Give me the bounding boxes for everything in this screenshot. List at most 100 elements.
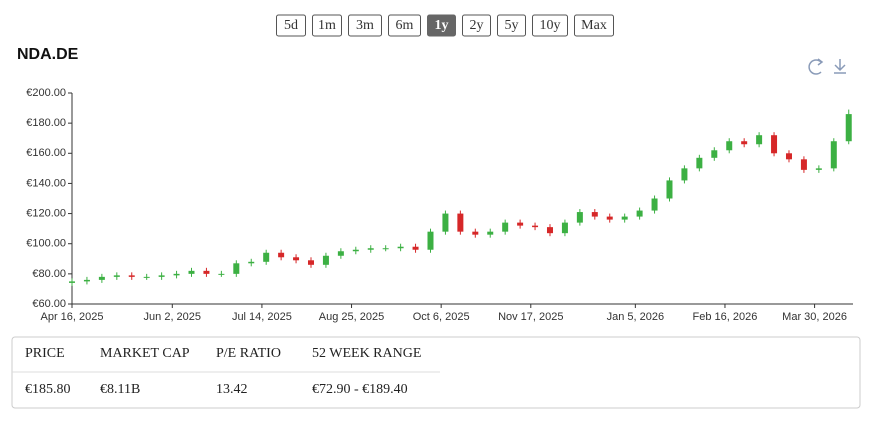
x-tick-label: Jun 2, 2025 [144,311,202,323]
stat-header: MARKET CAP [100,346,190,361]
candle-body [412,246,419,250]
candle-body [113,275,120,277]
candle-body [681,168,688,181]
range-button[interactable] [497,14,526,37]
candle-body [367,248,374,250]
candle-body [591,212,598,217]
candle-body [561,222,568,234]
y-tick-label: €200.00 [26,87,66,99]
x-tick-label: Feb 16, 2026 [693,311,758,323]
stat-header: P/E RATIO [216,346,281,361]
candle-body [815,168,822,170]
candle-body [726,141,733,151]
candle-body [800,159,807,170]
y-tick-label: €180.00 [26,117,66,129]
candle-body [322,255,329,265]
chart-title: NDA.DE [17,46,79,63]
candle-body [427,231,434,250]
stat-header: 52 WEEK RANGE [312,346,421,361]
y-tick-label: €80.00 [32,268,66,280]
candle-body [307,260,314,265]
range-button-label[interactable]: 5d [284,18,298,33]
candle-body [337,251,344,256]
candle-body [218,273,225,275]
candle-body [502,222,509,232]
candle-body [785,153,792,160]
x-tick-label: Jul 14, 2025 [232,311,292,323]
candle-body [711,150,718,158]
x-tick-label: Oct 6, 2025 [413,311,470,323]
range-button[interactable] [574,14,614,37]
candle-body [352,249,359,252]
candle-body [621,216,628,220]
range-button-label[interactable]: 10y [540,18,561,33]
candle-body [487,231,494,235]
candle-body [203,270,210,274]
candle-body [293,257,300,261]
candle-body [517,222,524,226]
range-button-label[interactable]: Max [581,18,607,33]
candle-body [248,261,255,264]
range-button[interactable] [532,14,568,37]
download-icon[interactable] [834,59,846,74]
candle-body [69,281,75,283]
stat-header: PRICE [25,346,65,361]
candle-body [546,227,553,234]
candle-body [442,213,449,232]
candle-body [696,157,703,169]
candle-body [128,275,135,277]
range-button[interactable] [276,14,306,37]
candle-body [278,252,285,258]
y-tick-label: €160.00 [26,147,66,159]
candle-body [606,216,613,220]
range-button[interactable] [462,14,491,37]
candle-body [263,252,270,262]
candle-body [143,276,150,278]
range-button-label[interactable]: 6m [396,18,414,33]
range-button[interactable] [388,14,421,37]
candle-body [741,141,748,145]
y-tick-label: €120.00 [26,207,66,219]
range-button-label[interactable]: 3m [356,18,374,33]
y-tick-label: €140.00 [26,177,66,189]
candle-body [98,276,105,280]
y-tick-label: €60.00 [32,298,66,310]
range-button-label[interactable]: 1y [435,18,449,33]
candle-body [472,231,479,235]
range-button-label[interactable]: 2y [470,18,484,33]
range-button[interactable] [312,14,342,37]
x-tick-label: Jan 5, 2026 [607,311,665,323]
candle-body [83,279,90,282]
candle-body [457,213,464,232]
range-button-label[interactable]: 1m [318,18,336,33]
candle-body [651,198,658,211]
candle-body [845,114,852,142]
candle-body [382,248,389,250]
y-tick-label: €100.00 [26,238,66,250]
x-tick-label: Apr 16, 2025 [41,311,104,323]
candle-body [636,210,643,217]
candle-body [397,246,404,249]
refresh-icon[interactable] [808,58,824,75]
range-button[interactable] [427,14,456,37]
stat-value: €8.11B [100,382,140,397]
stat-value: €72.90 - €189.40 [312,382,408,397]
candle-body [666,180,673,199]
candle-body [576,212,583,223]
candle-body [158,275,165,277]
candle-body [173,273,180,276]
candle-body [233,263,240,274]
range-button[interactable] [348,14,382,37]
x-tick-label: Nov 17, 2025 [498,311,563,323]
stat-value: 13.42 [216,382,248,397]
candle-body [188,270,195,274]
candle-body [830,141,837,169]
stat-value: €185.80 [25,382,71,397]
x-tick-label: Mar 30, 2026 [782,311,847,323]
candle-body [771,135,778,154]
candle-body [756,135,763,145]
range-button-label[interactable]: 5y [505,18,519,33]
x-tick-label: Aug 25, 2025 [319,311,384,323]
candle-body [532,225,539,228]
